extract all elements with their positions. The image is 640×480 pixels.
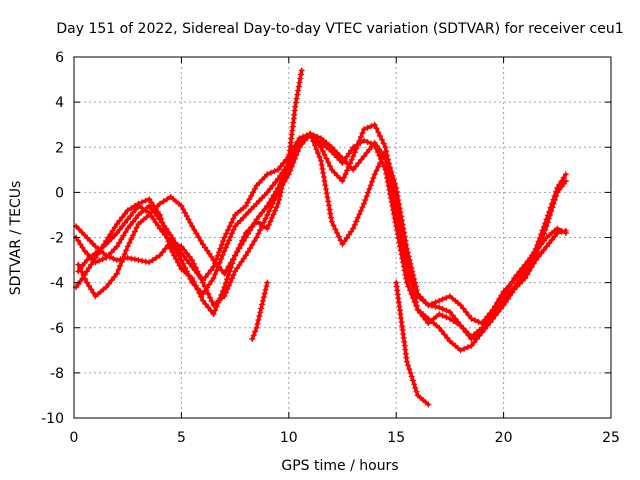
y-tick-label: -4 <box>50 276 64 292</box>
y-tick-label: -6 <box>50 321 64 337</box>
y-axis-label: SDTVAR / TECUs <box>8 181 24 296</box>
y-tick-label: 4 <box>55 95 64 111</box>
series-markers-track-7 <box>393 279 432 408</box>
series-group <box>73 67 569 408</box>
x-tick-labels: 0 5 10 15 20 25 <box>70 430 620 446</box>
y-tick-label: 2 <box>55 140 64 156</box>
ticks <box>73 56 612 419</box>
x-tick-label: 5 <box>177 430 186 446</box>
y-tick-label: -2 <box>50 231 64 247</box>
x-tick-label: 0 <box>70 430 79 446</box>
y-tick-labels: -10 -8 -6 -4 -2 0 2 4 6 <box>41 50 64 427</box>
series-markers-track-6 <box>249 279 271 342</box>
x-tick-label: 10 <box>280 430 298 446</box>
y-tick-label: 6 <box>55 50 64 66</box>
series-markers-track-4 <box>73 130 569 342</box>
x-tick-label: 15 <box>387 430 405 446</box>
x-tick-label: 25 <box>602 430 620 446</box>
y-tick-label: 0 <box>55 185 64 201</box>
series-markers-track-5 <box>75 67 305 300</box>
grid <box>74 57 611 418</box>
chart-title: Day 151 of 2022, Sidereal Day-to-day VTE… <box>56 21 623 37</box>
x-tick-label: 20 <box>495 430 513 446</box>
x-axis-label: GPS time / hours <box>281 458 398 474</box>
y-tick-label: -8 <box>50 366 64 382</box>
y-tick-label: -10 <box>41 411 64 427</box>
